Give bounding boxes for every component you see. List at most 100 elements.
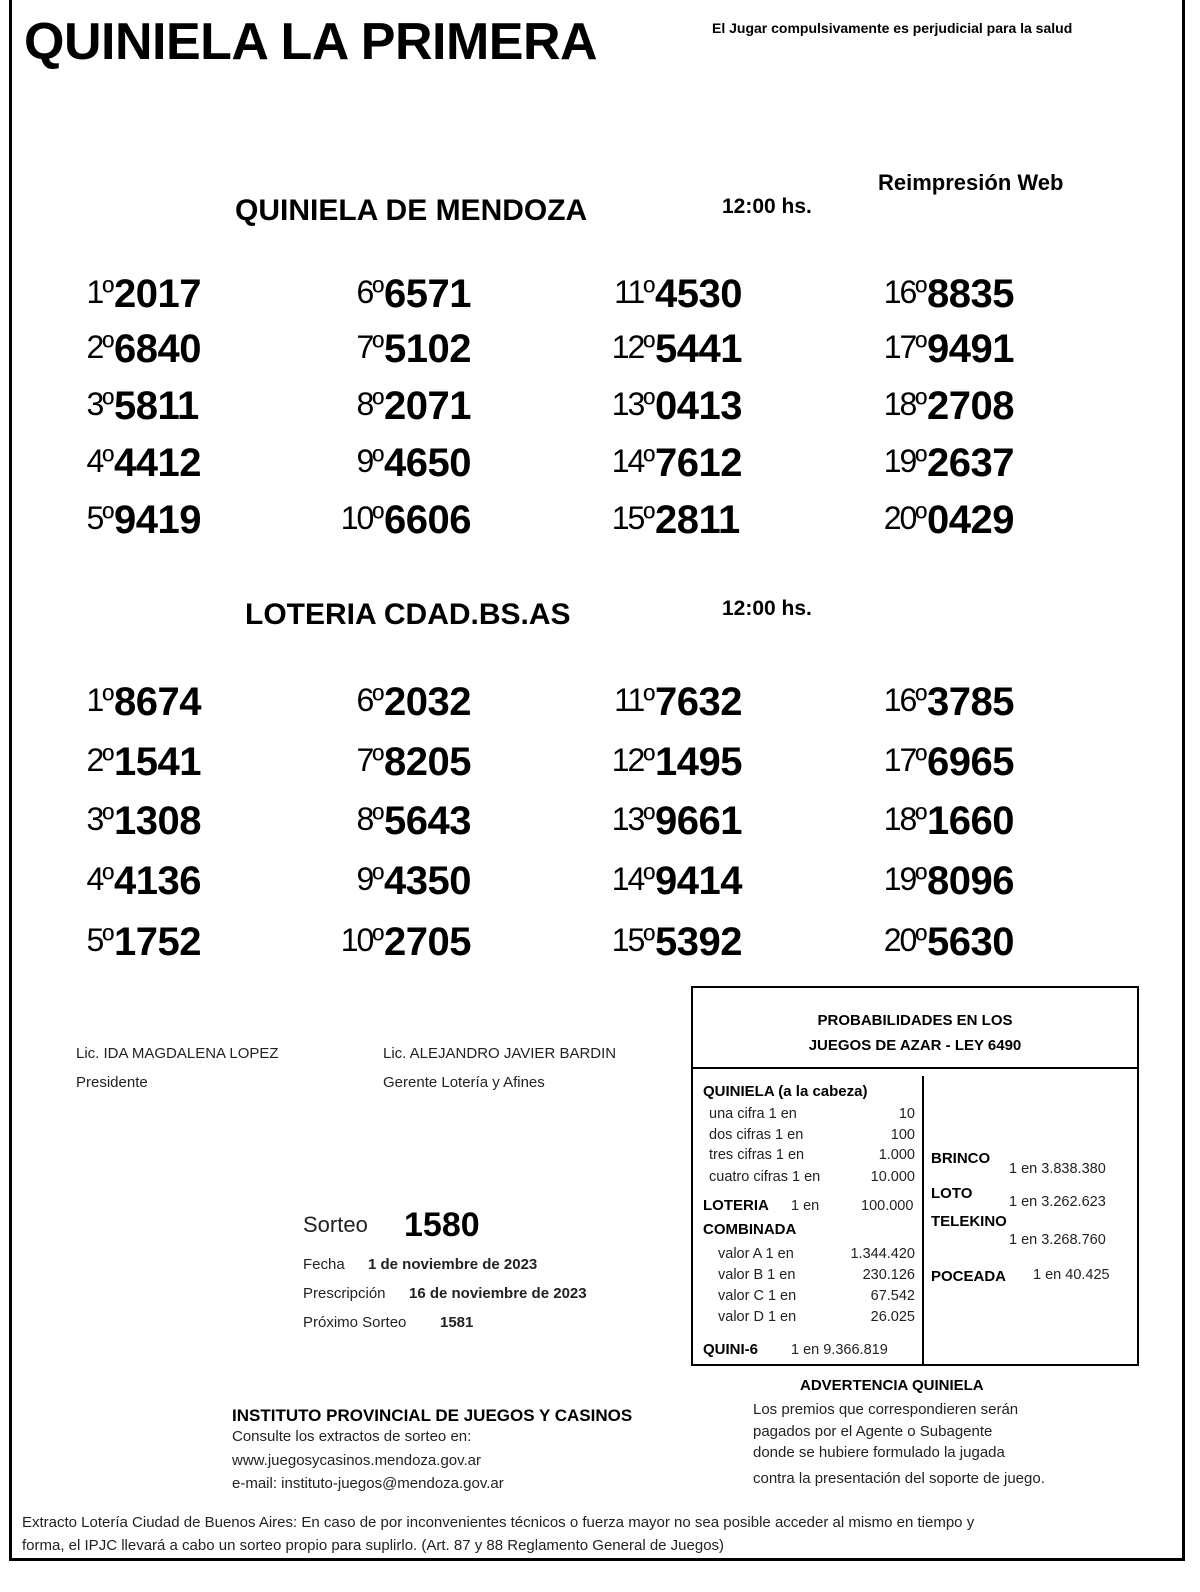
- probability-label: dos cifras 1 en: [709, 1127, 804, 1143]
- loteria-label: LOTERIA: [703, 1197, 769, 1214]
- combinada-value: 26.025: [870, 1309, 915, 1325]
- result-number: 5643: [384, 799, 471, 843]
- page-frame: [9, 0, 1185, 1561]
- result-position: 7º: [356, 742, 385, 778]
- result-number: 2017: [114, 272, 201, 316]
- advertencia-line: donde se hubiere formulado la jugada: [753, 1444, 1005, 1461]
- probabilities-subtitle: JUEGOS DE AZAR - LEY 6490: [808, 1037, 1022, 1054]
- probability-label: cuatro cifras 1 en: [709, 1169, 821, 1185]
- date-label: Fecha: [303, 1256, 345, 1273]
- health-warning: El Jugar compulsivamente es perjudicial …: [712, 20, 1073, 36]
- institute-website-link[interactable]: www.juegosycasinos.mendoza.gov.ar: [232, 1452, 482, 1469]
- draw-number: 1580: [404, 1206, 480, 1244]
- result-position: 3º: [86, 801, 115, 837]
- result-position: 12º: [611, 329, 655, 365]
- result-number: 8205: [384, 740, 471, 784]
- result-position: 2º: [86, 742, 115, 778]
- result-number: 4412: [114, 441, 201, 485]
- result-position: 16º: [883, 274, 927, 310]
- result-number: 7612: [655, 441, 742, 485]
- brinco-value: 1 en 3.838.380: [1009, 1161, 1106, 1177]
- result-position: 4º: [86, 443, 115, 479]
- poceada-label: POCEADA: [931, 1268, 1007, 1285]
- result-number: 8674: [114, 680, 201, 724]
- result-position: 10º: [340, 500, 384, 536]
- combinada-value: 230.126: [862, 1267, 915, 1283]
- result-number: 5441: [655, 327, 742, 371]
- result-number: 3785: [927, 680, 1014, 724]
- result-number: 0429: [927, 498, 1014, 542]
- institute-name: INSTITUTO PROVINCIAL DE JUEGOS Y CASINOS: [232, 1406, 633, 1425]
- result-position: 13º: [611, 801, 655, 837]
- result-position: 4º: [86, 861, 115, 897]
- result-number: 6606: [384, 498, 471, 542]
- probabilities-header: PROBABILIDADES EN LOS JUEGOS DE AZAR - L…: [693, 988, 1137, 1069]
- combinada-value: 67.542: [870, 1288, 915, 1304]
- result-position: 8º: [356, 386, 385, 422]
- result-number: 7632: [655, 680, 742, 724]
- page-title: QUINIELA LA PRIMERA: [24, 13, 598, 71]
- quiniela-heading: QUINIELA (a la cabeza): [703, 1083, 868, 1100]
- result-number: 9419: [114, 498, 201, 542]
- result-position: 11º: [614, 274, 655, 310]
- result-position: 1º: [86, 682, 115, 718]
- result-number: 1752: [114, 920, 201, 964]
- result-number: 2637: [927, 441, 1014, 485]
- result-position: 10º: [340, 922, 384, 958]
- quini6-label: QUINI-6: [703, 1341, 759, 1358]
- combinada-label: valor A 1 en: [718, 1246, 794, 1262]
- probabilities-title: PROBABILIDADES EN LOS: [817, 1012, 1013, 1029]
- result-position: 12º: [611, 742, 655, 778]
- reprint-label: Reimpresión Web: [878, 170, 1064, 195]
- result-position: 15º: [611, 922, 655, 958]
- result-number: 1541: [114, 740, 201, 784]
- result-number: 5630: [927, 920, 1014, 964]
- result-number: 5102: [384, 327, 471, 371]
- result-number: 9661: [655, 799, 742, 843]
- result-position: 6º: [356, 682, 385, 718]
- result-position: 20º: [883, 922, 927, 958]
- result-position: 19º: [883, 861, 927, 897]
- brinco-label: BRINCO: [931, 1150, 991, 1167]
- quini6-value: 1 en 9.366.819: [791, 1342, 888, 1358]
- result-number: 1660: [927, 799, 1014, 843]
- result-number: 2071: [384, 384, 471, 428]
- combinada-label: valor B 1 en: [718, 1267, 796, 1283]
- result-number: 6965: [927, 740, 1014, 784]
- probability-value: 10.000: [870, 1169, 915, 1185]
- result-number: 9414: [655, 859, 742, 903]
- combinada-label: valor D 1 en: [718, 1309, 797, 1325]
- result-position: 17º: [883, 742, 927, 778]
- result-number: 2811: [655, 498, 740, 542]
- telekino-label: TELEKINO: [931, 1213, 1007, 1230]
- result-position: 5º: [86, 500, 115, 536]
- advertencia-line: pagados por el Agente o Subagente: [753, 1423, 993, 1440]
- footer-note: Extracto Lotería Ciudad de Buenos Aires:…: [22, 1514, 975, 1531]
- probability-value: 1.000: [878, 1147, 915, 1163]
- section-title-mendoza: QUINIELA DE MENDOZA: [235, 194, 588, 227]
- signature-name: Lic. IDA MAGDALENA LOPEZ: [76, 1045, 279, 1062]
- result-number: 5811: [114, 384, 199, 428]
- result-number: 2705: [384, 920, 471, 964]
- result-number: 8096: [927, 859, 1014, 903]
- result-number: 2708: [927, 384, 1014, 428]
- result-number: 2032: [384, 680, 471, 724]
- section-time-mendoza: 12:00 hs.: [722, 195, 812, 218]
- loto-value: 1 en 3.262.623: [1009, 1194, 1106, 1210]
- probability-value: 100: [890, 1127, 915, 1143]
- result-position: 13º: [611, 386, 655, 422]
- result-position: 2º: [86, 329, 115, 365]
- result-position: 20º: [883, 500, 927, 536]
- probabilities-box: PROBABILIDADES EN LOS JUEGOS DE AZAR - L…: [691, 986, 1139, 1366]
- institute-email-link[interactable]: e-mail: instituto-juegos@mendoza.gov.ar: [232, 1475, 504, 1492]
- advertencia-line: contra la presentación del soporte de ju…: [753, 1470, 1045, 1487]
- result-position: 15º: [611, 500, 655, 536]
- result-number: 4530: [655, 272, 742, 316]
- result-position: 18º: [883, 801, 927, 837]
- result-position: 17º: [883, 329, 927, 365]
- loteria-en: 1 en: [791, 1198, 820, 1214]
- advertencia-title: ADVERTENCIA QUINIELA: [800, 1377, 984, 1394]
- telekino-value: 1 en 3.268.760: [1009, 1232, 1106, 1248]
- result-number: 4350: [384, 859, 471, 903]
- result-position: 1º: [86, 274, 115, 310]
